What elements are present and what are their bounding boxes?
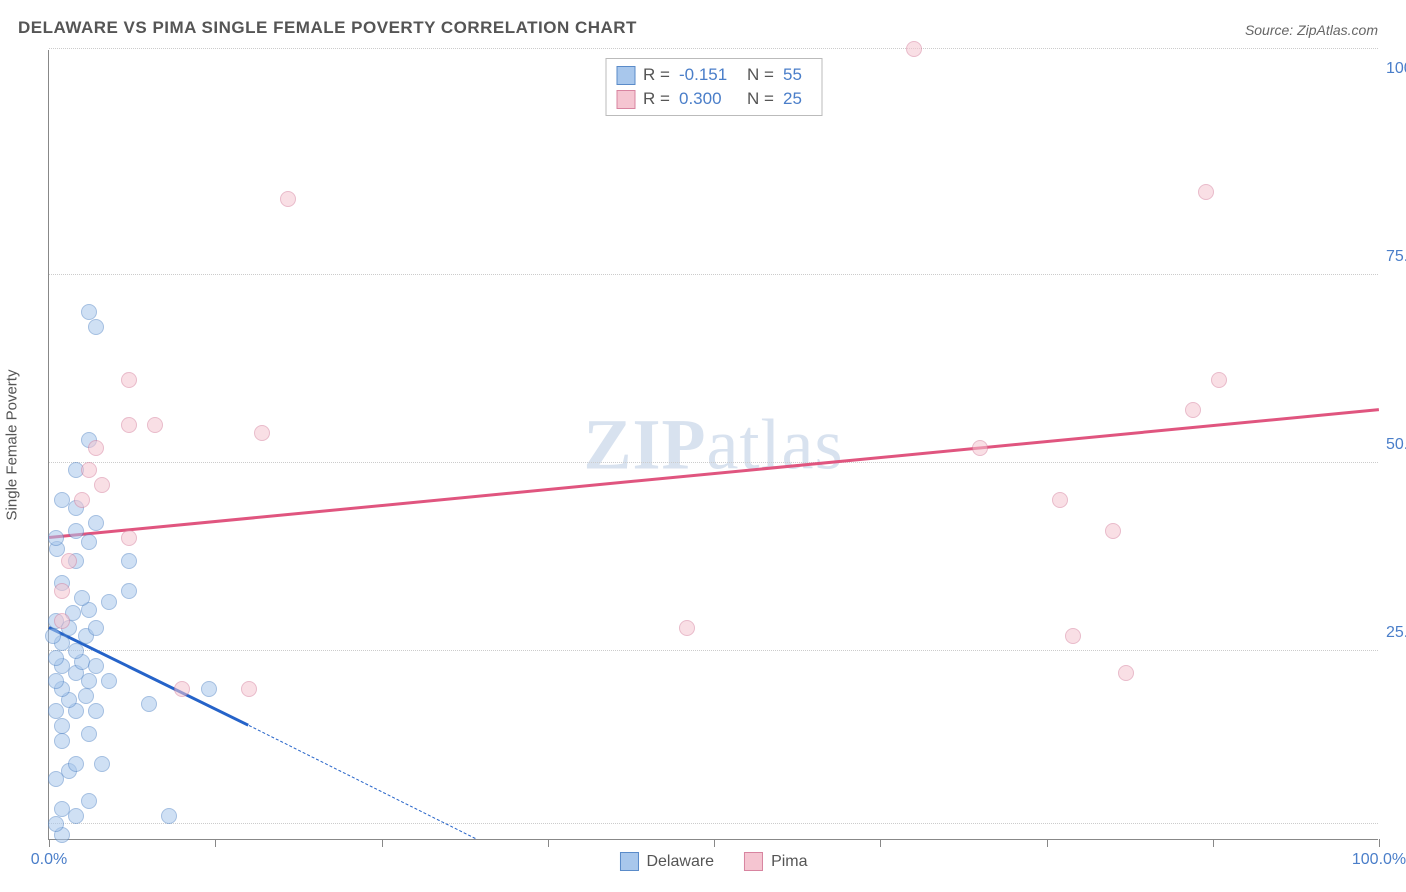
data-point	[54, 733, 70, 749]
y-tick-label: 100.0%	[1386, 60, 1406, 78]
data-point	[81, 304, 97, 320]
data-point	[88, 658, 104, 674]
stats-row: R = 0.300N = 25	[616, 87, 811, 111]
x-tick	[548, 839, 549, 847]
grid-line	[49, 650, 1378, 651]
data-point	[174, 681, 190, 697]
data-point	[45, 628, 61, 644]
data-point	[121, 417, 137, 433]
data-point	[254, 425, 270, 441]
legend-label: Delaware	[646, 853, 714, 871]
data-point	[68, 756, 84, 772]
grid-line	[49, 48, 1378, 49]
data-point	[101, 673, 117, 689]
data-point	[68, 523, 84, 539]
data-point	[88, 319, 104, 335]
series-swatch	[616, 66, 635, 85]
data-point	[61, 553, 77, 569]
data-point	[679, 620, 695, 636]
data-point	[54, 718, 70, 734]
data-point	[48, 650, 64, 666]
data-point	[1185, 402, 1201, 418]
data-point	[81, 462, 97, 478]
data-point	[88, 440, 104, 456]
data-point	[81, 534, 97, 550]
data-point	[48, 673, 64, 689]
series-swatch	[616, 90, 635, 109]
x-tick	[1213, 839, 1214, 847]
data-point	[121, 530, 137, 546]
data-point	[201, 681, 217, 697]
y-tick-label: 75.0%	[1386, 248, 1406, 266]
legend-label: Pima	[771, 853, 807, 871]
data-point	[906, 41, 922, 57]
data-point	[88, 515, 104, 531]
x-tick-label: 100.0%	[1352, 851, 1406, 869]
x-tick	[49, 839, 50, 847]
data-point	[141, 696, 157, 712]
data-point	[48, 530, 64, 546]
x-tick	[382, 839, 383, 847]
data-point	[54, 583, 70, 599]
x-tick	[1047, 839, 1048, 847]
x-tick	[880, 839, 881, 847]
data-point	[48, 703, 64, 719]
data-point	[81, 793, 97, 809]
data-point	[54, 801, 70, 817]
legend-item: Pima	[744, 852, 807, 871]
data-point	[241, 681, 257, 697]
data-point	[1118, 665, 1134, 681]
trend-line	[248, 725, 475, 839]
series-swatch	[744, 852, 763, 871]
data-point	[94, 477, 110, 493]
data-point	[78, 688, 94, 704]
data-point	[88, 620, 104, 636]
data-point	[121, 553, 137, 569]
data-point	[121, 583, 137, 599]
data-point	[74, 492, 90, 508]
y-axis-label: Single Female Poverty	[4, 370, 21, 521]
data-point	[101, 594, 117, 610]
x-tick-label: 0.0%	[31, 851, 67, 869]
data-point	[1052, 492, 1068, 508]
chart-plot-area: ZIPatlas R = -0.151N = 55R = 0.300N = 25…	[48, 50, 1378, 840]
series-swatch	[619, 852, 638, 871]
data-point	[147, 417, 163, 433]
legend-item: Delaware	[619, 852, 714, 871]
stats-row: R = -0.151N = 55	[616, 63, 811, 87]
data-point	[88, 703, 104, 719]
stats-legend: R = -0.151N = 55R = 0.300N = 25	[605, 58, 822, 116]
data-point	[280, 191, 296, 207]
data-point	[94, 756, 110, 772]
data-point	[48, 816, 64, 832]
grid-line	[49, 274, 1378, 275]
data-point	[81, 726, 97, 742]
data-point	[54, 613, 70, 629]
x-tick	[1379, 839, 1380, 847]
data-point	[74, 590, 90, 606]
data-point	[972, 440, 988, 456]
data-point	[161, 808, 177, 824]
data-point	[1198, 184, 1214, 200]
source-label: Source: ZipAtlas.com	[1245, 22, 1378, 38]
y-tick-label: 50.0%	[1386, 436, 1406, 454]
chart-title: DELAWARE VS PIMA SINGLE FEMALE POVERTY C…	[18, 18, 637, 38]
y-tick-label: 25.0%	[1386, 624, 1406, 642]
x-tick	[215, 839, 216, 847]
grid-line	[49, 462, 1378, 463]
series-legend: Delaware Pima	[619, 852, 807, 871]
trend-line	[49, 408, 1379, 538]
data-point	[121, 372, 137, 388]
data-point	[1065, 628, 1081, 644]
grid-line	[49, 823, 1378, 824]
data-point	[1105, 523, 1121, 539]
data-point	[1211, 372, 1227, 388]
x-tick	[714, 839, 715, 847]
